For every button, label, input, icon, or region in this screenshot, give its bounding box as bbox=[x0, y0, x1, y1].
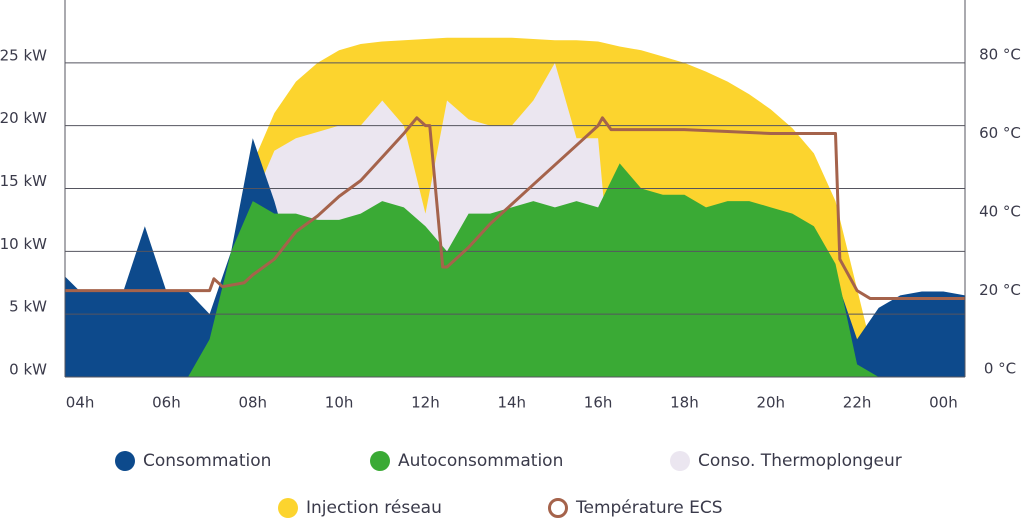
x-tick-label: 04h bbox=[66, 394, 95, 412]
legend-label: Autoconsommation bbox=[398, 451, 563, 471]
legend-marker bbox=[370, 451, 390, 471]
area bbox=[65, 163, 965, 377]
x-tick-label: 18h bbox=[670, 394, 699, 412]
x-tick-label: 12h bbox=[411, 394, 440, 412]
x-tick-label: 10h bbox=[325, 394, 354, 412]
legend-marker bbox=[115, 451, 135, 471]
y2-tick-label: 40 °C bbox=[979, 202, 1021, 220]
y2-tick-label: 0 °C bbox=[984, 360, 1016, 378]
x-tick-label: 14h bbox=[497, 394, 526, 412]
x-tick-label: 06h bbox=[152, 394, 181, 412]
legend-marker bbox=[548, 498, 568, 518]
y-tick-label: 20 kW bbox=[0, 109, 47, 127]
legend-label: Conso. Thermoplongeur bbox=[698, 451, 902, 471]
legend-marker bbox=[670, 451, 690, 471]
y2-tick-label: 60 °C bbox=[979, 124, 1021, 142]
y-tick-label: 0 kW bbox=[9, 361, 47, 379]
temperature-line bbox=[65, 116, 965, 300]
legend-label: Consommation bbox=[143, 451, 271, 471]
x-tick-label: 20h bbox=[756, 394, 785, 412]
y-tick-label: 15 kW bbox=[0, 172, 47, 190]
y-tick-label: 25 kW bbox=[0, 46, 47, 64]
y-tick-label: 10 kW bbox=[0, 235, 47, 253]
y2-tick-label: 80 °C bbox=[979, 45, 1021, 63]
y-tick-label: 5 kW bbox=[9, 298, 47, 316]
legend-label: Injection réseau bbox=[306, 498, 442, 518]
y2-tick-label: 20 °C bbox=[979, 281, 1021, 299]
legend-marker bbox=[278, 498, 298, 518]
x-tick-label: 08h bbox=[238, 394, 267, 412]
x-tick-label: 16h bbox=[584, 394, 613, 412]
x-tick-label: 22h bbox=[843, 394, 872, 412]
legend-label: Température ECS bbox=[575, 498, 723, 518]
x-tick-label: 00h bbox=[929, 394, 958, 412]
